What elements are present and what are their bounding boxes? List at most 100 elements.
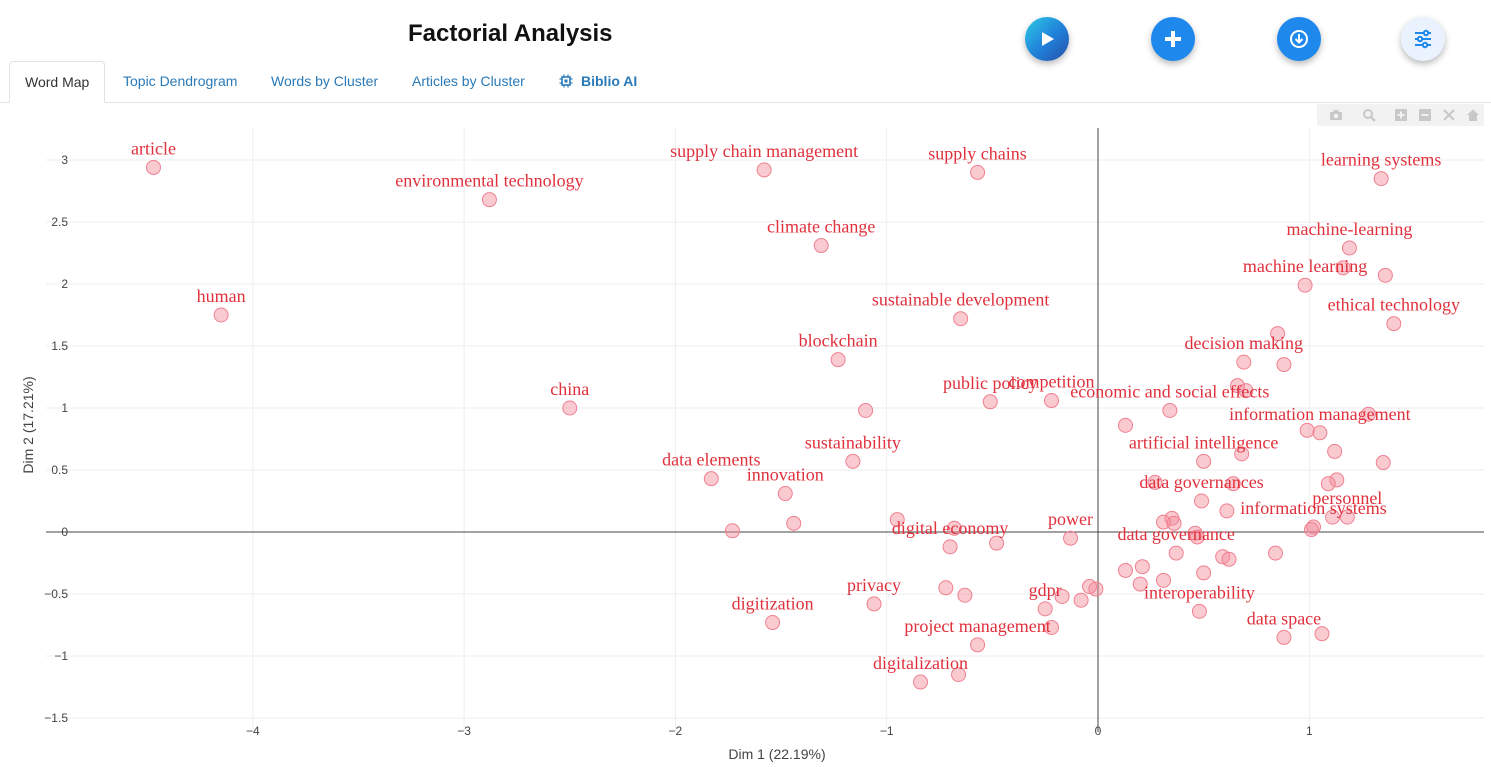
- data-point: [1329, 472, 1345, 488]
- data-point: [562, 400, 578, 416]
- word-label: ethical technology: [1328, 295, 1460, 315]
- word-label: innovation: [747, 465, 824, 485]
- y-tick-label: 1.5: [51, 339, 68, 353]
- x-tick-label: 1: [1306, 724, 1313, 738]
- page-title: Factorial Analysis: [408, 20, 613, 47]
- data-point: [1037, 601, 1053, 617]
- data-point: [1276, 357, 1292, 373]
- word-label: economic and social effects: [1070, 381, 1269, 401]
- word-label: supply chain management: [670, 141, 858, 161]
- data-point: [1196, 453, 1212, 469]
- chip-icon: [559, 74, 573, 88]
- word-label: public policy: [943, 373, 1037, 393]
- data-point: [1276, 629, 1292, 645]
- options-button[interactable]: [1401, 17, 1445, 61]
- grid-lines: [46, 128, 1484, 732]
- word-label: data elements: [662, 450, 760, 470]
- data-point: [1063, 530, 1079, 546]
- zoom-out-icon[interactable]: [1418, 108, 1432, 122]
- x-tick-label: −4: [246, 724, 260, 738]
- data-point: [1234, 446, 1250, 462]
- data-point: [1219, 503, 1235, 519]
- word-label: digitization: [732, 594, 814, 614]
- data-point: [777, 486, 793, 502]
- word-label: human: [197, 286, 246, 306]
- tab-topic-dendrogram[interactable]: Topic Dendrogram: [123, 73, 238, 89]
- add-button[interactable]: [1151, 17, 1195, 61]
- data-point: [845, 453, 861, 469]
- data-point: [481, 192, 497, 208]
- word-label: competition: [1009, 372, 1095, 392]
- data-point: [1386, 316, 1402, 332]
- tab-bar: Word Map Topic Dendrogram Words by Clust…: [0, 61, 1491, 103]
- word-label: artificial intelligence: [1129, 432, 1278, 452]
- y-tick-label: 1: [61, 401, 68, 415]
- camera-icon[interactable]: [1329, 108, 1343, 122]
- data-point: [1297, 277, 1313, 293]
- data-point: [1156, 572, 1172, 588]
- y-tick-label: 3: [61, 153, 68, 167]
- data-point: [1229, 378, 1245, 394]
- zero-lines: [46, 128, 1484, 732]
- tick-labels: −4 −3 −2 −1 0 1 −1.5 −1 −0.5 0 0.5 1 1.5 2 2.5 3: [44, 153, 1313, 738]
- plot-modebar: [1317, 104, 1484, 126]
- data-point: [1325, 509, 1341, 525]
- data-point: [213, 307, 229, 323]
- data-point: [1314, 626, 1330, 642]
- zoom-icon[interactable]: [1362, 108, 1376, 122]
- labels-layer: article environmental technology human chin…: [131, 138, 1460, 673]
- y-tick-label: −1: [54, 649, 68, 663]
- data-point: [1162, 402, 1178, 418]
- data-point: [1360, 406, 1376, 422]
- word-label: environmental technology: [395, 171, 583, 191]
- autoscale-icon[interactable]: [1442, 108, 1456, 122]
- data-point: [1168, 545, 1184, 561]
- data-point: [786, 515, 802, 531]
- tab-articles-by-cluster[interactable]: Articles by Cluster: [412, 73, 525, 89]
- data-point: [813, 238, 829, 254]
- data-point: [1236, 354, 1252, 370]
- data-point: [970, 637, 986, 653]
- data-point: [756, 162, 772, 178]
- data-point: [1270, 326, 1286, 342]
- data-point: [1267, 545, 1283, 561]
- data-point: [1375, 455, 1391, 471]
- data-point: [1117, 417, 1133, 433]
- data-point: [1088, 581, 1104, 597]
- tab-words-by-cluster[interactable]: Words by Cluster: [271, 73, 379, 89]
- data-point: [970, 164, 986, 180]
- tab-biblio-ai[interactable]: Biblio AI: [544, 61, 652, 101]
- word-label: gdpr: [1029, 580, 1062, 600]
- word-label: personnel: [1312, 488, 1382, 508]
- run-button[interactable]: [1025, 17, 1069, 61]
- word-label: information systems: [1240, 498, 1387, 518]
- play-icon: [1042, 32, 1054, 46]
- word-label: data governance: [1117, 524, 1234, 544]
- y-tick-label: 0: [61, 525, 68, 539]
- download-icon: [1290, 30, 1308, 48]
- zoom-in-icon[interactable]: [1394, 108, 1408, 122]
- data-point: [946, 520, 962, 536]
- data-point: [951, 667, 967, 683]
- home-icon[interactable]: [1466, 108, 1480, 122]
- data-point: [1303, 522, 1319, 538]
- tab-word-map[interactable]: Word Map: [9, 61, 106, 103]
- y-tick-label: 2.5: [51, 215, 68, 229]
- word-label: climate change: [767, 217, 875, 237]
- y-tick-label: −0.5: [44, 587, 68, 601]
- word-label: data governances: [1139, 472, 1263, 492]
- data-point: [889, 512, 905, 528]
- word-label: digitalization: [873, 653, 968, 673]
- word-label: interoperability: [1144, 582, 1255, 602]
- data-point: [1044, 619, 1060, 635]
- data-point: [1196, 565, 1212, 581]
- data-point: [765, 615, 781, 631]
- data-point: [913, 674, 929, 690]
- x-tick-label: −3: [457, 724, 471, 738]
- download-button[interactable]: [1277, 17, 1321, 61]
- points-layer: [145, 159, 1402, 690]
- word-label: article: [131, 138, 176, 158]
- data-point: [989, 535, 1005, 551]
- data-point: [830, 352, 846, 368]
